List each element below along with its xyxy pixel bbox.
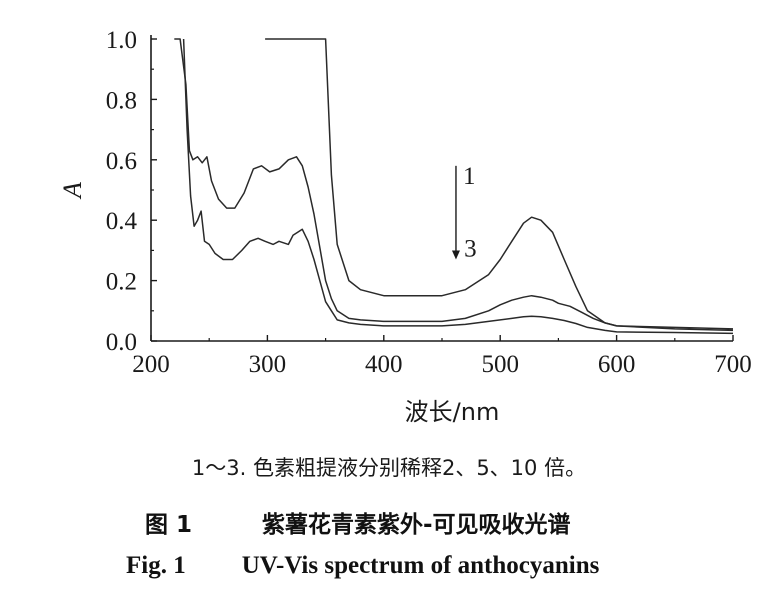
x-tick-label: 400 bbox=[365, 351, 403, 378]
figure-title-english: UV-Vis spectrum of anthocyanins bbox=[242, 552, 600, 579]
absorption-chart: 200 300 400 500 600 700 0.0 0.2 0.4 0.6 0.8 1.0 1 3… bbox=[0, 0, 778, 440]
x-tick-label: 500 bbox=[481, 351, 519, 378]
figure-caption-chinese: 图 1 紫薯花青素紫外-可见吸收光谱 bbox=[145, 505, 571, 539]
y-tick-label: 0.4 bbox=[106, 208, 138, 235]
x-axis-label: 波长/nm bbox=[405, 398, 500, 426]
x-tick-label: 200 bbox=[132, 351, 170, 378]
figure-title-chinese: 紫薯花青素紫外-可见吸收光谱 bbox=[262, 512, 571, 538]
dilution-arrow-head bbox=[452, 250, 460, 259]
figure-note: 1～3. 色素粗提液分别稀释2、5、10 倍。 bbox=[0, 452, 778, 482]
chart-series bbox=[174, 39, 733, 333]
spectrum-curve-2 bbox=[174, 39, 733, 330]
y-axis-label: A bbox=[58, 182, 87, 200]
arrow-label-bottom: 3 bbox=[464, 235, 477, 262]
figure-number-chinese: 图 1 bbox=[145, 512, 192, 538]
x-tick-label: 300 bbox=[249, 351, 287, 378]
y-tick-label: 0.8 bbox=[106, 87, 137, 114]
arrow-label-top: 1 bbox=[463, 163, 476, 190]
spectrum-curve-3 bbox=[184, 39, 733, 333]
chart-annotations: 1 3 bbox=[452, 163, 477, 262]
figure-caption-english: Fig. 1 UV-Vis spectrum of anthocyanins bbox=[126, 552, 599, 580]
y-tick-label: 0.0 bbox=[106, 329, 137, 356]
x-tick-label: 600 bbox=[598, 351, 636, 378]
spectrum-curve-1 bbox=[265, 39, 733, 329]
x-tick-label: 700 bbox=[714, 351, 752, 378]
figure-number-english: Fig. 1 bbox=[126, 552, 186, 579]
y-tick-label: 0.6 bbox=[106, 148, 137, 175]
y-tick-label: 1.0 bbox=[106, 27, 137, 54]
y-tick-label: 0.2 bbox=[106, 269, 137, 296]
